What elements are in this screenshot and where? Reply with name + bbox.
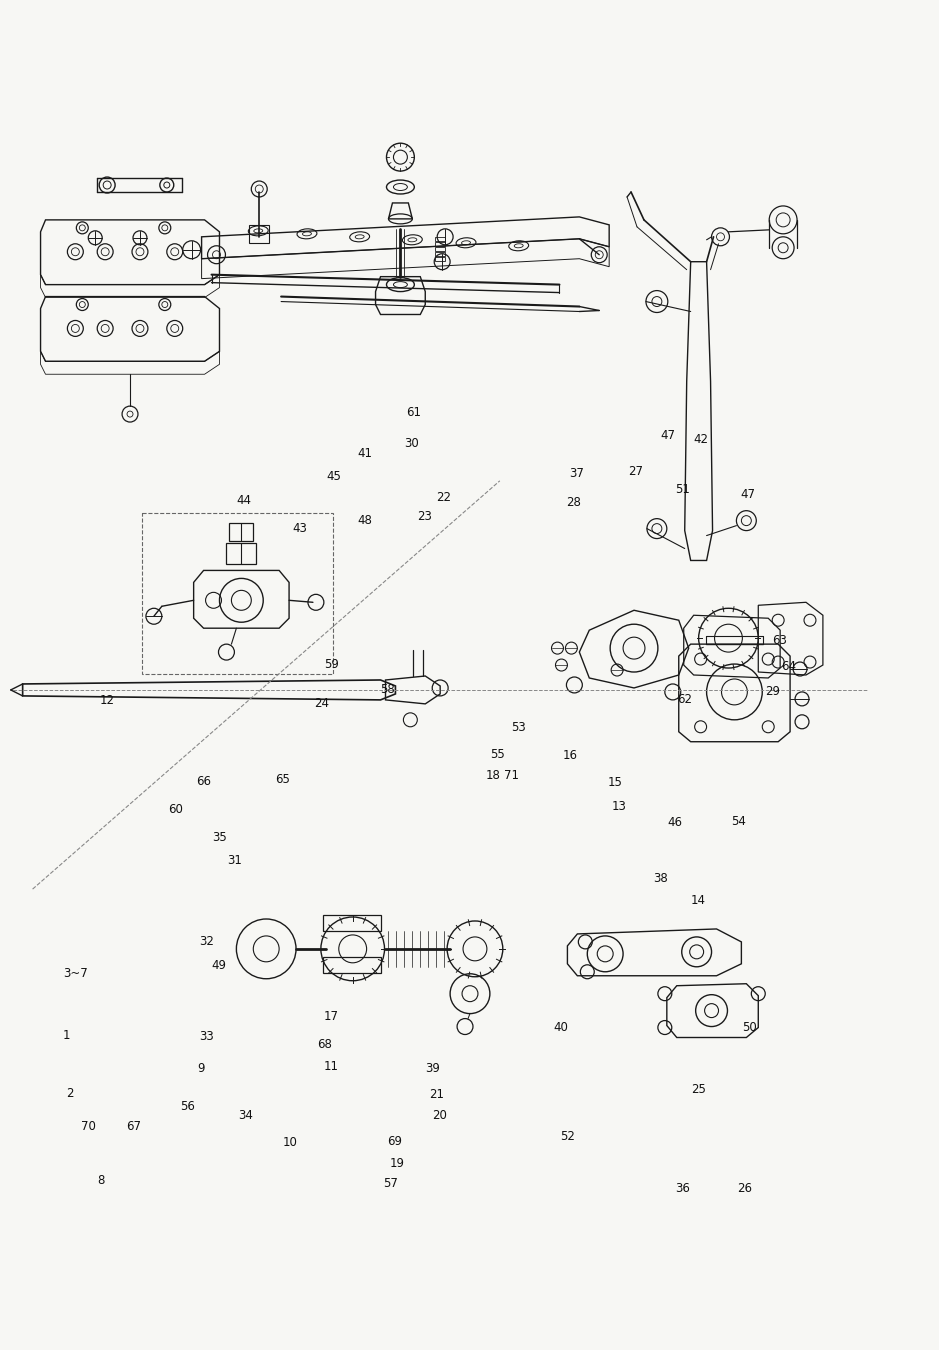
Text: 47: 47 — [660, 429, 675, 443]
Bar — [250, 225, 269, 243]
Text: 43: 43 — [292, 522, 307, 535]
Bar — [226, 543, 256, 564]
Text: 45: 45 — [327, 470, 342, 482]
Text: 20: 20 — [432, 1110, 447, 1122]
Text: 1: 1 — [63, 1029, 70, 1042]
Text: 62: 62 — [677, 693, 692, 706]
Text: 46: 46 — [668, 817, 683, 829]
Text: 66: 66 — [196, 775, 211, 787]
Text: 36: 36 — [675, 1183, 690, 1195]
Text: 47: 47 — [740, 489, 755, 501]
Text: 19: 19 — [389, 1157, 404, 1169]
Text: 60: 60 — [168, 803, 183, 815]
Text: 8: 8 — [97, 1174, 104, 1187]
Text: 27: 27 — [628, 466, 643, 478]
Text: 30: 30 — [405, 437, 419, 451]
Text: 64: 64 — [781, 660, 796, 674]
Text: 41: 41 — [358, 447, 373, 459]
Text: 61: 61 — [406, 406, 421, 420]
Text: 69: 69 — [387, 1135, 402, 1148]
Text: 56: 56 — [180, 1100, 195, 1112]
Bar — [435, 242, 445, 246]
Text: 55: 55 — [490, 748, 505, 761]
Text: 9: 9 — [197, 1062, 205, 1076]
Bar — [435, 247, 445, 251]
Text: 11: 11 — [324, 1060, 339, 1073]
Text: 33: 33 — [199, 1030, 214, 1044]
Bar — [435, 251, 445, 255]
Text: 10: 10 — [283, 1137, 298, 1149]
Bar — [229, 522, 254, 540]
Text: 29: 29 — [765, 684, 780, 698]
Text: 21: 21 — [429, 1088, 444, 1102]
Text: 51: 51 — [675, 483, 690, 495]
Text: 3~7: 3~7 — [63, 967, 88, 980]
Text: 50: 50 — [742, 1021, 757, 1034]
Text: 68: 68 — [317, 1038, 332, 1052]
Text: 26: 26 — [737, 1183, 752, 1195]
Text: 71: 71 — [504, 769, 519, 783]
Bar — [435, 236, 445, 240]
Text: 57: 57 — [383, 1177, 397, 1189]
Text: 53: 53 — [511, 721, 526, 734]
Text: 35: 35 — [212, 832, 226, 844]
Text: 16: 16 — [562, 749, 577, 763]
Text: 34: 34 — [238, 1110, 253, 1122]
Text: 22: 22 — [436, 491, 451, 504]
Text: 63: 63 — [772, 633, 787, 647]
Text: 65: 65 — [275, 774, 290, 786]
Text: 28: 28 — [566, 497, 581, 509]
Text: 32: 32 — [199, 934, 214, 948]
Text: 59: 59 — [324, 657, 339, 671]
Bar — [435, 256, 445, 261]
Text: 67: 67 — [126, 1120, 141, 1133]
Text: 23: 23 — [417, 510, 432, 522]
Text: 31: 31 — [227, 855, 241, 867]
Text: 24: 24 — [315, 697, 330, 710]
Bar — [323, 915, 380, 931]
Text: 48: 48 — [358, 514, 373, 526]
Text: 25: 25 — [691, 1083, 705, 1096]
Text: 49: 49 — [212, 958, 227, 972]
Text: 39: 39 — [424, 1062, 439, 1076]
Text: 15: 15 — [608, 776, 623, 788]
Text: 37: 37 — [569, 467, 584, 479]
Bar — [323, 957, 380, 973]
Text: 18: 18 — [485, 769, 500, 783]
Text: 42: 42 — [694, 433, 709, 447]
Text: 2: 2 — [67, 1087, 74, 1100]
Text: 54: 54 — [731, 815, 746, 828]
Text: 40: 40 — [553, 1021, 568, 1034]
Text: 14: 14 — [691, 894, 706, 907]
Text: 12: 12 — [100, 694, 115, 707]
Text: 58: 58 — [380, 683, 394, 697]
Text: 44: 44 — [236, 494, 251, 506]
Bar — [142, 513, 332, 674]
Text: 52: 52 — [560, 1130, 575, 1142]
Text: 70: 70 — [81, 1120, 96, 1133]
Text: 38: 38 — [654, 872, 669, 884]
Text: 13: 13 — [611, 801, 626, 813]
Text: 17: 17 — [324, 1010, 339, 1023]
